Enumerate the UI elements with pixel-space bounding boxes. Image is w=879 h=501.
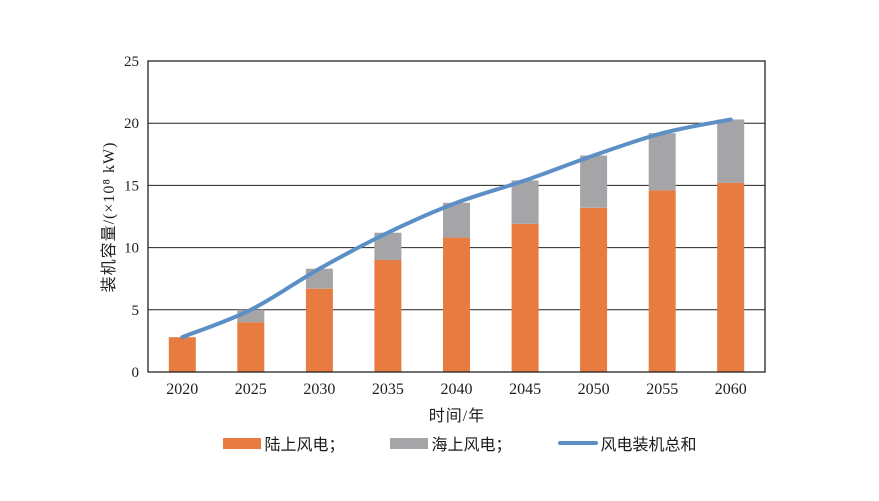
legend-label-offshore: 海上风电； [431,437,512,454]
y-tick-label-25: 25 [124,54,139,70]
bars-offshore-wind [237,119,745,323]
bar-offshore-2060 [717,119,745,183]
y-tick-label-10: 10 [124,241,139,257]
x-axis-title: 时间/年 [428,408,486,425]
legend-label-total: 风电装机总和 [600,437,697,454]
x-tick-label-2035: 2035 [372,381,404,398]
x-tick-label-2045: 2045 [509,381,541,398]
y-tick-label-15: 15 [124,178,139,194]
y-tick-label-20: 20 [124,116,139,132]
y-tick-label-5: 5 [132,303,140,319]
x-tick-labels: 2020 2025 2030 2035 2040 2045 2050 2055 2060 [166,381,746,398]
bar-onshore-2025 [237,322,265,372]
total-wind-line-swatch-icon [557,441,598,445]
bar-onshore-2040 [443,237,470,372]
x-tick-label-2040: 2040 [441,381,473,398]
y-tick-label-0: 0 [132,365,140,381]
total-wind-line [180,117,733,340]
y-axis-title: 装机容量/(×10⁸ kW) [101,141,118,293]
bar-onshore-2045 [511,224,539,372]
bar-offshore-2045 [511,180,539,224]
bar-offshore-2030 [305,268,333,289]
onshore-wind-swatch-icon [223,437,262,449]
x-tick-label-2025: 2025 [235,381,267,398]
bar-onshore-2035 [374,260,402,372]
x-tick-label-2060: 2060 [715,381,747,398]
bar-onshore-2060 [717,182,745,372]
offshore-wind-swatch-icon [390,437,429,449]
x-tick-label-2030: 2030 [303,381,335,398]
bar-onshore-2050 [580,207,608,372]
bar-onshore-2020 [168,337,196,372]
bar-offshore-2055 [648,133,676,191]
legend-item-onshore-wind: 陆上风电； [223,431,344,455]
bars-onshore-wind [168,182,745,372]
legend-item-offshore-wind: 海上风电； [390,431,512,455]
chart-legend: 陆上风电； 海上风电； 风电装机总和 [41,431,879,455]
plot-border [147,60,766,373]
x-tick-label-2055: 2055 [646,381,678,398]
bar-onshore-2055 [648,190,676,372]
x-tick-label-2050: 2050 [578,381,610,398]
bar-offshore-2040 [443,202,470,238]
bar-onshore-2030 [305,288,333,372]
x-tick-label-2020: 2020 [166,381,198,398]
legend-label-onshore: 陆上风电； [264,437,345,454]
y-tick-labels: 0 5 10 15 20 25 [124,54,139,381]
bar-offshore-2050 [580,155,608,208]
legend-item-total-wind: 风电装机总和 [557,431,697,455]
